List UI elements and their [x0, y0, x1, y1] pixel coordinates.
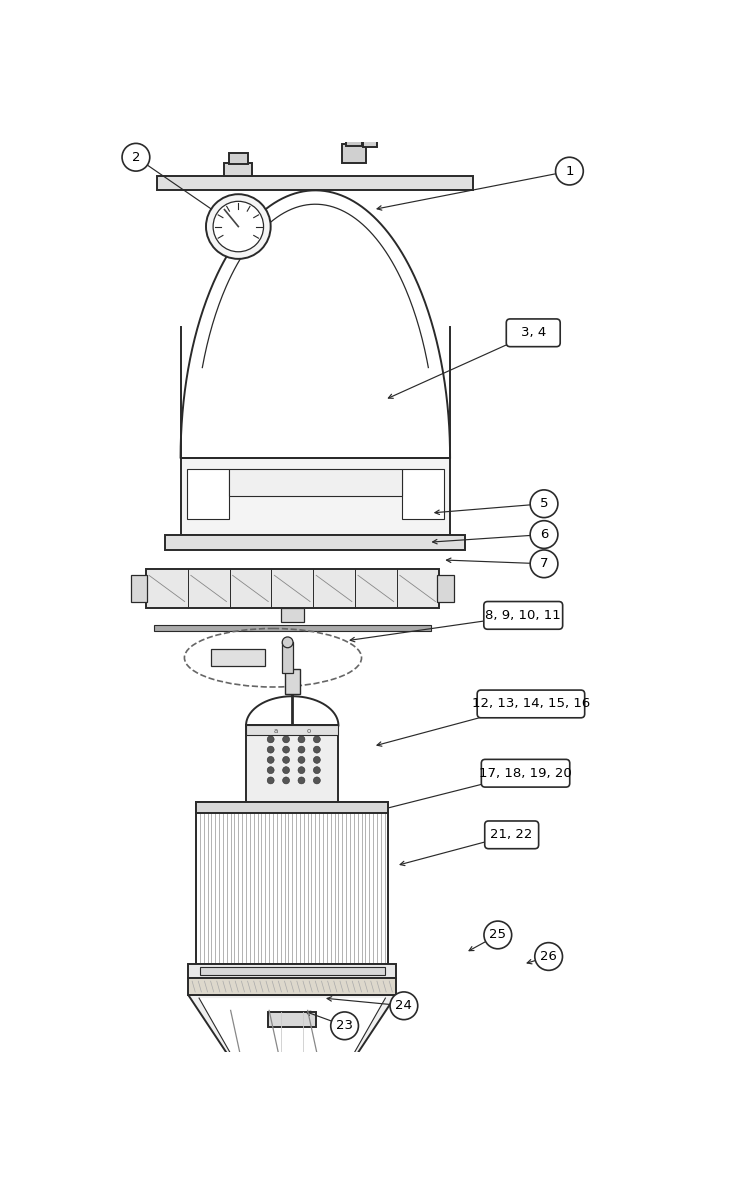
Bar: [157, 176, 473, 190]
Bar: [284, 669, 300, 694]
Circle shape: [535, 942, 562, 970]
Polygon shape: [188, 995, 396, 1106]
Text: 3, 4: 3, 4: [520, 326, 546, 339]
Text: 23: 23: [336, 1019, 353, 1032]
Polygon shape: [199, 998, 385, 1104]
Circle shape: [530, 550, 558, 578]
Bar: [188, 965, 396, 978]
Bar: [437, 576, 454, 602]
Text: 7: 7: [540, 557, 548, 570]
Text: 26: 26: [540, 950, 557, 963]
Circle shape: [122, 143, 150, 171]
FancyBboxPatch shape: [485, 821, 538, 849]
Bar: [180, 457, 450, 534]
Bar: [246, 726, 338, 803]
Bar: [196, 803, 389, 965]
Circle shape: [283, 756, 290, 764]
Circle shape: [530, 521, 558, 548]
Bar: [200, 967, 384, 975]
Bar: [133, 1097, 150, 1141]
Circle shape: [298, 736, 305, 742]
Bar: [224, 163, 252, 176]
Bar: [479, 1102, 510, 1136]
Text: 2: 2: [132, 151, 140, 164]
Circle shape: [314, 777, 320, 784]
Bar: [268, 1012, 316, 1027]
Text: a: a: [273, 728, 277, 734]
Circle shape: [267, 756, 274, 764]
Circle shape: [556, 157, 584, 184]
Bar: [188, 978, 396, 995]
Circle shape: [283, 777, 290, 784]
Circle shape: [213, 201, 263, 252]
Circle shape: [267, 736, 274, 742]
Bar: [427, 1102, 596, 1136]
Circle shape: [275, 1102, 309, 1136]
Circle shape: [331, 1012, 359, 1040]
Bar: [246, 726, 338, 735]
Circle shape: [283, 767, 290, 774]
Circle shape: [298, 767, 305, 774]
Bar: [145, 1116, 150, 1122]
Circle shape: [298, 777, 305, 784]
Text: 1: 1: [566, 164, 574, 177]
Circle shape: [484, 921, 511, 949]
Circle shape: [283, 736, 290, 742]
Circle shape: [280, 1106, 305, 1131]
Circle shape: [314, 746, 320, 753]
Bar: [280, 608, 304, 622]
Circle shape: [298, 756, 305, 764]
Circle shape: [283, 746, 290, 753]
Bar: [153, 624, 431, 631]
Bar: [421, 1097, 443, 1141]
Circle shape: [206, 194, 271, 259]
FancyBboxPatch shape: [506, 319, 560, 346]
Bar: [402, 469, 444, 519]
Bar: [146, 570, 438, 608]
Bar: [277, 1012, 307, 1148]
Bar: [282, 642, 293, 673]
Bar: [363, 136, 377, 148]
Bar: [347, 121, 360, 128]
Circle shape: [298, 746, 305, 753]
Bar: [472, 1115, 477, 1123]
FancyBboxPatch shape: [484, 602, 562, 629]
FancyBboxPatch shape: [478, 690, 584, 717]
Circle shape: [267, 746, 274, 753]
Bar: [344, 121, 364, 134]
Bar: [211, 649, 265, 667]
Text: 25: 25: [490, 928, 506, 941]
Bar: [140, 1131, 444, 1148]
Text: o: o: [307, 728, 311, 734]
Bar: [165, 534, 465, 550]
FancyBboxPatch shape: [481, 759, 570, 787]
Circle shape: [530, 489, 558, 518]
Bar: [448, 1097, 470, 1141]
Bar: [111, 1095, 136, 1144]
Circle shape: [267, 767, 274, 774]
Text: 8, 9, 10, 11: 8, 9, 10, 11: [485, 609, 561, 622]
Circle shape: [314, 767, 320, 774]
Bar: [186, 469, 229, 519]
Text: 21, 22: 21, 22: [490, 829, 533, 842]
Circle shape: [314, 756, 320, 764]
Text: 17, 18, 19, 20: 17, 18, 19, 20: [479, 767, 572, 780]
Bar: [229, 154, 247, 164]
Circle shape: [267, 777, 274, 784]
Bar: [148, 1102, 163, 1136]
Text: 5: 5: [540, 498, 548, 511]
Bar: [163, 1106, 421, 1131]
Circle shape: [282, 637, 293, 648]
Bar: [196, 803, 389, 813]
Circle shape: [314, 736, 320, 742]
Text: 6: 6: [540, 528, 548, 541]
Bar: [346, 132, 362, 145]
Text: 24: 24: [396, 999, 412, 1012]
Circle shape: [390, 992, 418, 1020]
Text: 12, 13, 14, 15, 16: 12, 13, 14, 15, 16: [472, 697, 590, 710]
Bar: [131, 576, 147, 602]
Bar: [229, 469, 402, 496]
Bar: [341, 144, 366, 163]
